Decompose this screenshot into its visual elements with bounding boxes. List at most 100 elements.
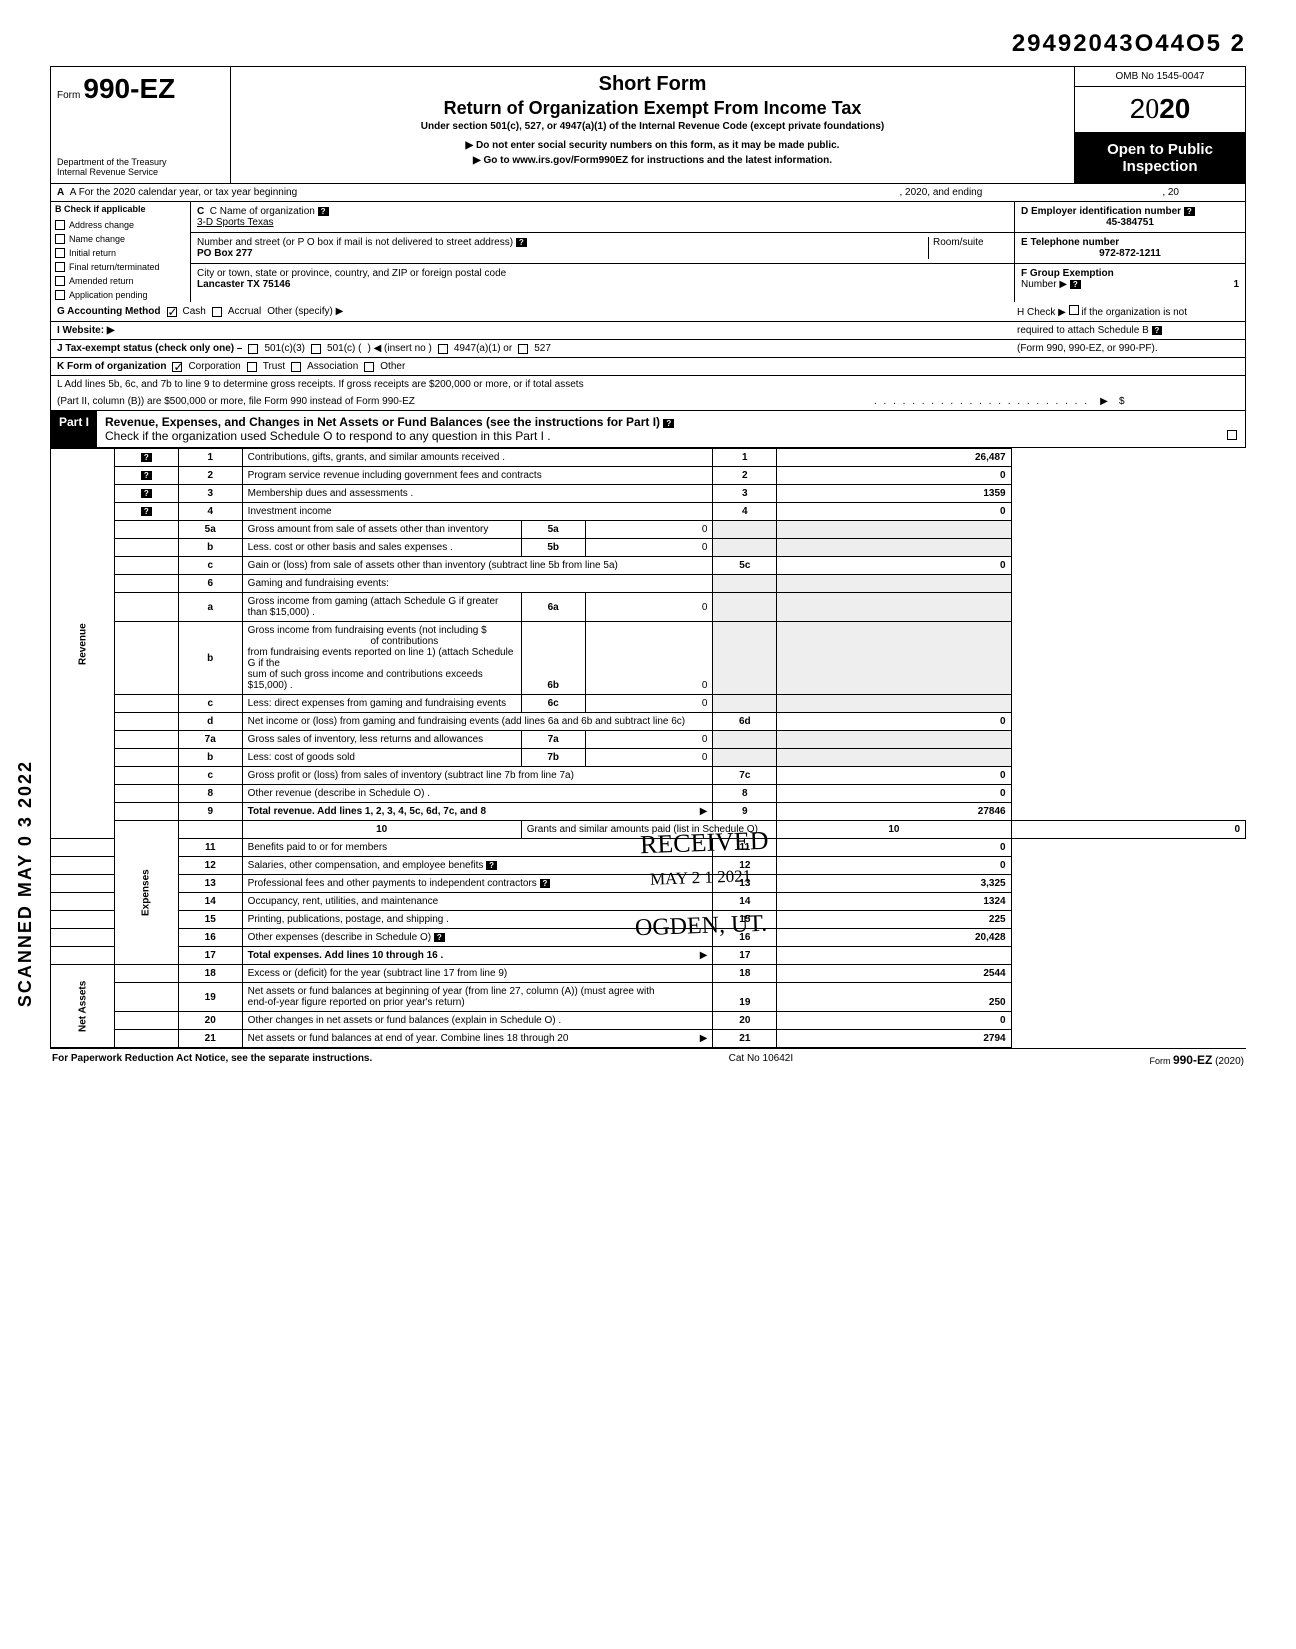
dept-treasury: Department of the Treasury <box>57 157 224 167</box>
line-21: 21 Net assets or fund balances at end of… <box>51 1030 1246 1048</box>
check-other[interactable] <box>364 362 374 372</box>
line-7b: b Less: cost of goods sold 7b 0 <box>51 749 1246 767</box>
line-16: 16 Other expenses (describe in Schedule … <box>51 929 1246 947</box>
line-5b: b Less. cost or other basis and sales ex… <box>51 539 1246 557</box>
line-17: 17 Total expenses. Add lines 10 through … <box>51 947 1246 965</box>
row-a-tax-year: A A For the 2020 calendar year, or tax y… <box>50 184 1246 202</box>
line-7a: 7a Gross sales of inventory, less return… <box>51 731 1246 749</box>
part1-header-row: Part I Revenue, Expenses, and Changes in… <box>50 411 1246 448</box>
header-left: Form 990-EZ Department of the Treasury I… <box>51 67 231 183</box>
help-icon[interactable]: ? <box>434 933 445 942</box>
line-9: 9 Total revenue. Add lines 1, 2, 3, 4, 5… <box>51 803 1246 821</box>
line-5a: 5a Gross amount from sale of assets othe… <box>51 521 1246 539</box>
line-18: Net Assets 18 Excess or (deficit) for th… <box>51 965 1246 983</box>
return-title: Return of Organization Exempt From Incom… <box>241 98 1064 119</box>
expenses-side-label: Expenses <box>114 821 178 965</box>
do-not-enter: ▶ Do not enter social security numbers o… <box>241 140 1064 151</box>
line-4: ? 4 Investment income 4 0 <box>51 503 1246 521</box>
line-13: 13 Professional fees and other payments … <box>51 875 1246 893</box>
col-d-ein-tel: D Employer identification number ? 45-38… <box>1015 202 1245 302</box>
group-exemption-label: F Group Exemption <box>1021 268 1114 279</box>
revenue-side-label: Revenue <box>51 449 115 839</box>
check-association[interactable] <box>291 362 301 372</box>
header-center: Short Form Return of Organization Exempt… <box>231 67 1075 183</box>
col-c-org-info: C C Name of organization ? 3-D Sports Te… <box>191 202 1015 302</box>
form-footer: Form 990-EZ (2020) <box>1149 1053 1244 1067</box>
under-section: Under section 501(c), 527, or 4947(a)(1)… <box>241 121 1064 132</box>
check-trust[interactable] <box>247 362 257 372</box>
help-icon[interactable]: ? <box>486 861 497 870</box>
line-6: 6 Gaming and fundraising events: <box>51 575 1246 593</box>
line-1: Revenue ? 1 Contributions, gifts, grants… <box>51 449 1246 467</box>
line-14: 14 Occupancy, rent, utilities, and maint… <box>51 893 1246 911</box>
line-7c: c Gross profit or (loss) from sales of i… <box>51 767 1246 785</box>
line-6d: d Net income or (loss) from gaming and f… <box>51 713 1246 731</box>
check-527[interactable] <box>518 344 528 354</box>
check-4947[interactable] <box>438 344 448 354</box>
help-icon[interactable]: ? <box>1070 280 1081 289</box>
help-icon[interactable]: ? <box>1152 326 1163 335</box>
header-right: OMB No 1545-0047 2020 Open to Public Ins… <box>1075 67 1245 183</box>
check-corporation[interactable] <box>172 362 182 372</box>
check-application-pending[interactable]: Application pending <box>51 288 190 302</box>
help-icon[interactable]: ? <box>516 238 527 247</box>
short-form-title: Short Form <box>241 73 1064 96</box>
help-icon[interactable]: ? <box>1184 207 1195 216</box>
line-8: 8 Other revenue (describe in Schedule O)… <box>51 785 1246 803</box>
line-2: ? 2 Program service revenue including go… <box>51 467 1246 485</box>
name-label: C C Name of organization <box>197 206 315 217</box>
row-k-form-org: K Form of organization Corporation Trust… <box>50 358 1246 376</box>
check-schedule-b[interactable] <box>1069 305 1079 315</box>
check-schedule-o-part1[interactable] <box>1227 430 1237 440</box>
check-accrual[interactable] <box>212 307 222 317</box>
line-11: 11 Benefits paid to or for members 11 0 <box>51 839 1246 857</box>
check-cash[interactable] <box>167 307 177 317</box>
check-final-return[interactable]: Final return/terminated <box>51 260 190 274</box>
line-15: 15 Printing, publications, postage, and … <box>51 911 1246 929</box>
irs-label: Internal Revenue Service <box>57 167 224 177</box>
check-amended-return[interactable]: Amended return <box>51 274 190 288</box>
check-501c3[interactable] <box>248 344 258 354</box>
tel-value: 972-872-1211 <box>1099 248 1161 259</box>
ein-value: 45-384751 <box>1106 217 1154 228</box>
help-icon[interactable]: ? <box>663 419 674 428</box>
city-value: Lancaster TX 75146 <box>197 279 290 290</box>
footer: For Paperwork Reduction Act Notice, see … <box>50 1048 1246 1071</box>
open-public-badge: Open to Public Inspection <box>1075 133 1245 183</box>
cat-number: Cat No 10642I <box>729 1053 794 1067</box>
row-i-website: I Website: ▶ required to attach Schedule… <box>50 322 1246 340</box>
check-address-change[interactable]: Address change <box>51 218 190 232</box>
line-12: 12 Salaries, other compensation, and emp… <box>51 857 1246 875</box>
form-number: 990-EZ <box>83 73 175 104</box>
check-501c[interactable] <box>311 344 321 354</box>
paperwork-notice: For Paperwork Reduction Act Notice, see … <box>52 1053 372 1067</box>
tel-label: E Telephone number <box>1021 237 1119 248</box>
line-10: Expenses 10 Grants and similar amounts p… <box>51 821 1246 839</box>
part1-title: Revenue, Expenses, and Changes in Net As… <box>97 411 1245 447</box>
addr-value: PO Box 277 <box>197 248 253 259</box>
room-suite: Room/suite <box>928 237 1008 259</box>
line-3: ? 3 Membership dues and assessments . 3 … <box>51 485 1246 503</box>
row-g-accounting: G Accounting Method Cash Accrual Other (… <box>50 302 1246 322</box>
line-6a: a Gross income from gaming (attach Sched… <box>51 593 1246 622</box>
line-6c: c Less: direct expenses from gaming and … <box>51 695 1246 713</box>
goto-link: ▶ Go to www.irs.gov/Form990EZ for instru… <box>241 155 1064 166</box>
form-header: Form 990-EZ Department of the Treasury I… <box>50 66 1246 184</box>
check-name-change[interactable]: Name change <box>51 232 190 246</box>
line-6b: b Gross income from fundraising events (… <box>51 622 1246 695</box>
line-19: 19 Net assets or fund balances at beginn… <box>51 983 1246 1012</box>
document-id: 29492043O44O5 2 <box>50 30 1246 58</box>
help-icon[interactable]: ? <box>540 879 551 888</box>
check-initial-return[interactable]: Initial return <box>51 246 190 260</box>
col-b-check-applicable: B Check if applicable Address change Nam… <box>51 202 191 302</box>
row-j-tax-exempt: J Tax-exempt status (check only one) – 5… <box>50 340 1246 358</box>
tax-year: 2020 <box>1075 87 1245 133</box>
help-icon[interactable]: ? <box>318 207 329 216</box>
group-value: 1 <box>1233 279 1239 290</box>
part1-label: Part I <box>51 411 97 447</box>
addr-label: Number and street (or P O box if mail is… <box>197 237 513 248</box>
line-5c: c Gain or (loss) from sale of assets oth… <box>51 557 1246 575</box>
net-assets-side-label: Net Assets <box>51 965 115 1048</box>
scanned-stamp: SCANNED MAY 0 3 2022 <box>15 760 36 1007</box>
city-label: City or town, state or province, country… <box>197 268 506 279</box>
